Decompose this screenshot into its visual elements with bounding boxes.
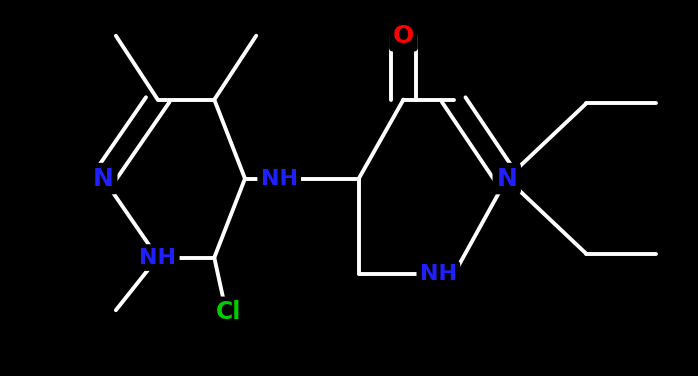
Text: N: N: [93, 167, 114, 191]
Text: NH: NH: [260, 168, 298, 189]
Text: NH: NH: [419, 264, 457, 285]
Text: NH: NH: [139, 247, 177, 268]
Text: O: O: [393, 24, 414, 48]
Text: Cl: Cl: [216, 300, 241, 324]
Text: N: N: [496, 167, 517, 191]
